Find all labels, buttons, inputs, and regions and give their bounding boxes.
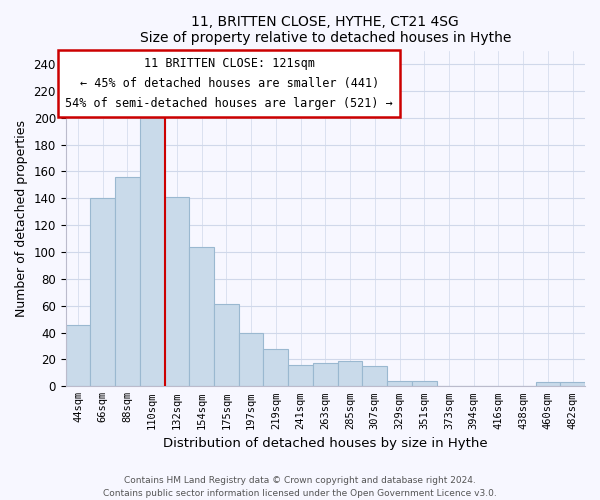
Bar xyxy=(190,246,214,386)
Y-axis label: Number of detached properties: Number of detached properties xyxy=(15,120,28,317)
Text: Contains HM Land Registry data © Crown copyright and database right 2024.
Contai: Contains HM Land Registry data © Crown c… xyxy=(103,476,497,498)
Bar xyxy=(560,382,585,386)
Bar xyxy=(140,118,164,386)
Bar xyxy=(115,177,140,386)
Text: 11 BRITTEN CLOSE: 121sqm
← 45% of detached houses are smaller (441)
54% of semi-: 11 BRITTEN CLOSE: 121sqm ← 45% of detach… xyxy=(65,57,393,110)
Bar xyxy=(288,365,313,386)
Bar xyxy=(412,381,437,386)
Bar xyxy=(65,324,91,386)
Bar xyxy=(338,361,362,386)
Bar xyxy=(362,366,387,386)
Title: 11, BRITTEN CLOSE, HYTHE, CT21 4SG
Size of property relative to detached houses : 11, BRITTEN CLOSE, HYTHE, CT21 4SG Size … xyxy=(140,15,511,45)
Bar xyxy=(214,304,239,386)
Bar xyxy=(387,381,412,386)
Bar xyxy=(239,332,263,386)
Bar xyxy=(536,382,560,386)
Bar xyxy=(91,198,115,386)
Bar xyxy=(313,364,338,386)
Bar xyxy=(164,197,190,386)
X-axis label: Distribution of detached houses by size in Hythe: Distribution of detached houses by size … xyxy=(163,437,488,450)
Bar xyxy=(263,348,288,387)
